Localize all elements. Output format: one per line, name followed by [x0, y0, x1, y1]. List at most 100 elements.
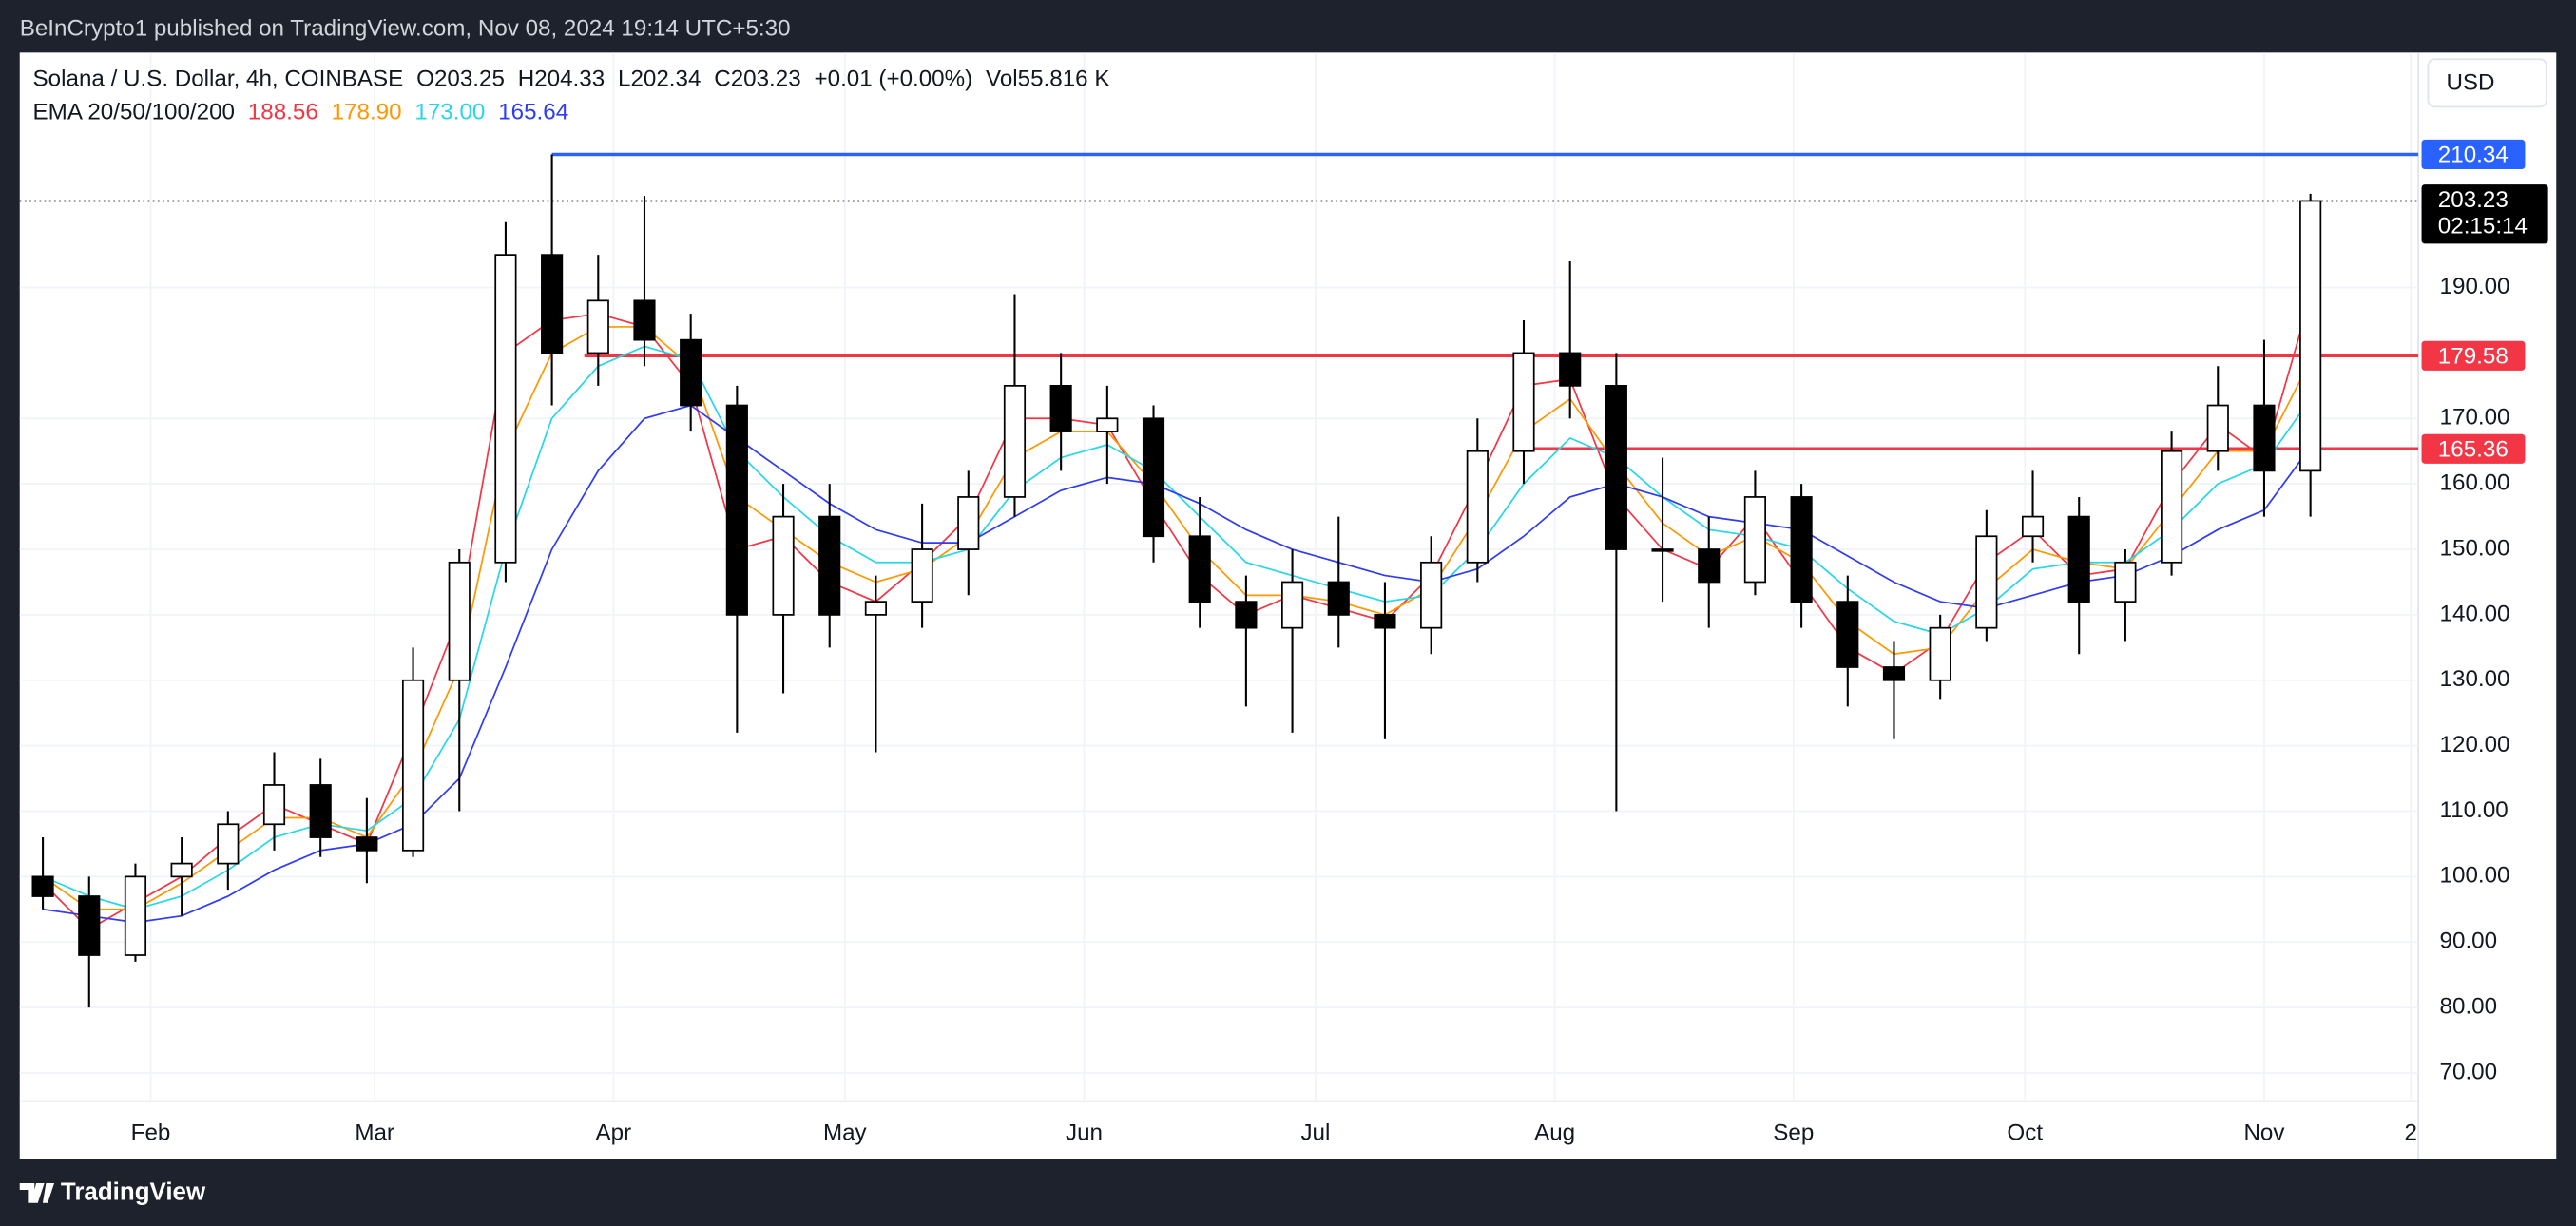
ema-label: EMA 20/50/100/200 — [33, 100, 235, 125]
quote-value: O203.25 — [416, 67, 505, 92]
x-tick-label: Jun — [1066, 1121, 1103, 1146]
candle-body — [1049, 385, 1072, 432]
candle-body — [864, 601, 887, 616]
x-tick-label: Aug — [1534, 1121, 1575, 1146]
candle-body — [1420, 561, 1443, 629]
level-tag — [2421, 340, 2526, 371]
countdown-label: 02:15:14 — [2438, 214, 2528, 239]
x-tick-label: Oct — [2007, 1121, 2043, 1146]
y-tick-label: 190.00 — [2440, 274, 2510, 299]
x-tick-label: Jul — [1300, 1121, 1330, 1146]
candle-body — [772, 515, 795, 616]
level-tag-label: 210.34 — [2438, 143, 2509, 168]
quote-value: C203.23 — [714, 67, 800, 92]
candle-body — [1651, 548, 1674, 552]
quote-value: H204.33 — [518, 67, 605, 92]
candle-body — [2253, 404, 2276, 472]
level-tag — [2421, 139, 2526, 170]
level-tag — [2421, 433, 2526, 464]
candle-body — [911, 548, 933, 603]
candle-body — [1235, 601, 1258, 629]
candle-body — [1975, 535, 1998, 629]
candle-body — [494, 254, 517, 564]
candle-body — [586, 299, 609, 354]
candle-body — [1698, 548, 1721, 584]
legend-ema: EMA 20/50/100/200 188.56 178.90 173.00 165.6… — [33, 100, 569, 125]
x-tick-label: May — [823, 1121, 868, 1146]
quote-value: Vol55.816 K — [986, 67, 1109, 92]
candle-body — [1559, 352, 1582, 387]
candle-body — [1929, 626, 1951, 681]
candle-body — [2161, 450, 2183, 564]
quote-value: L202.34 — [618, 67, 701, 92]
candle-body — [680, 338, 702, 407]
candle-body — [2067, 515, 2090, 603]
ema-value: 173.00 — [414, 100, 485, 125]
level-tag-label: 179.58 — [2438, 343, 2509, 369]
candle-body — [1142, 417, 1165, 538]
x-tick-label: Apr — [596, 1121, 632, 1146]
y-tick-label: 70.00 — [2440, 1059, 2498, 1084]
currency-button[interactable] — [2427, 58, 2547, 108]
y-tick-label: 160.00 — [2440, 470, 2510, 496]
candle-body — [725, 404, 748, 616]
candle-body — [1096, 417, 1119, 432]
candle-body — [957, 496, 980, 550]
candle-body — [262, 784, 286, 826]
candle-body — [448, 561, 471, 681]
x-tick-label: Sep — [1773, 1121, 1814, 1146]
current-price-label: 203.23 — [2438, 187, 2509, 213]
symbol: Solana / U.S. Dollar, 4h, COINBASE — [33, 67, 404, 92]
ema-value: 165.64 — [498, 100, 568, 125]
ema-value: 188.56 — [248, 100, 318, 125]
candle-body — [818, 515, 841, 616]
y-tick-label: 80.00 — [2440, 993, 2498, 1019]
x-tick-label: Nov — [2243, 1121, 2285, 1146]
candle-body — [2299, 200, 2322, 472]
y-tick-label: 100.00 — [2440, 863, 2510, 889]
candle-body — [2021, 515, 2045, 538]
current-price-tag — [2421, 184, 2548, 244]
brand-logo — [19, 1183, 55, 1203]
brand: TradingView — [19, 1178, 206, 1205]
y-tick-label: 140.00 — [2440, 601, 2510, 626]
candle-body — [124, 875, 147, 956]
y-tick-label: 120.00 — [2440, 732, 2510, 757]
y-tick-label: 170.00 — [2440, 405, 2510, 431]
candle-body — [1605, 385, 1627, 550]
candle-body — [1512, 352, 1535, 452]
candle-body — [1281, 581, 1304, 629]
candle-body — [633, 299, 656, 341]
candle-body — [1188, 535, 1211, 603]
candle-body — [401, 679, 425, 852]
published-note: BeInCrypto1 published on TradingView.com… — [20, 16, 791, 42]
quote-value: +0.01 (+0.00%) — [815, 67, 973, 92]
x-tick-label: 2 — [2405, 1121, 2417, 1146]
candle-body — [1743, 496, 1767, 584]
y-tick-label: 90.00 — [2440, 929, 2498, 954]
ema-value: 178.90 — [332, 100, 402, 125]
plot: 70.00 80.00 90.00 100.00 110.00 120.00 130.00 1… — [19, 52, 2548, 1146]
candle-body — [1327, 581, 1350, 616]
candle-body — [541, 254, 564, 354]
brand-name: TradingView — [61, 1178, 206, 1205]
candle-body — [2206, 404, 2229, 452]
y-tick-label: 110.00 — [2440, 797, 2509, 823]
y-tick-label: 130.00 — [2440, 666, 2510, 692]
candle-body — [78, 895, 101, 956]
candle-body — [170, 862, 193, 878]
x-tick-label: Mar — [355, 1121, 394, 1146]
candle-body — [1836, 601, 1859, 668]
level-tag-label: 165.36 — [2438, 436, 2509, 462]
candle-body — [356, 836, 378, 852]
candle-body — [309, 784, 332, 838]
candle-body — [1790, 496, 1813, 603]
legend-symbol: Solana / U.S. Dollar, 4h, COINBASE O203.2… — [33, 67, 1110, 92]
candle-body — [1003, 385, 1027, 498]
candle-body — [1374, 614, 1396, 629]
candle-body — [2114, 561, 2137, 603]
candle-body — [1466, 450, 1489, 564]
candle-body — [217, 823, 240, 865]
currency-label[interactable]: USD — [2446, 70, 2494, 96]
